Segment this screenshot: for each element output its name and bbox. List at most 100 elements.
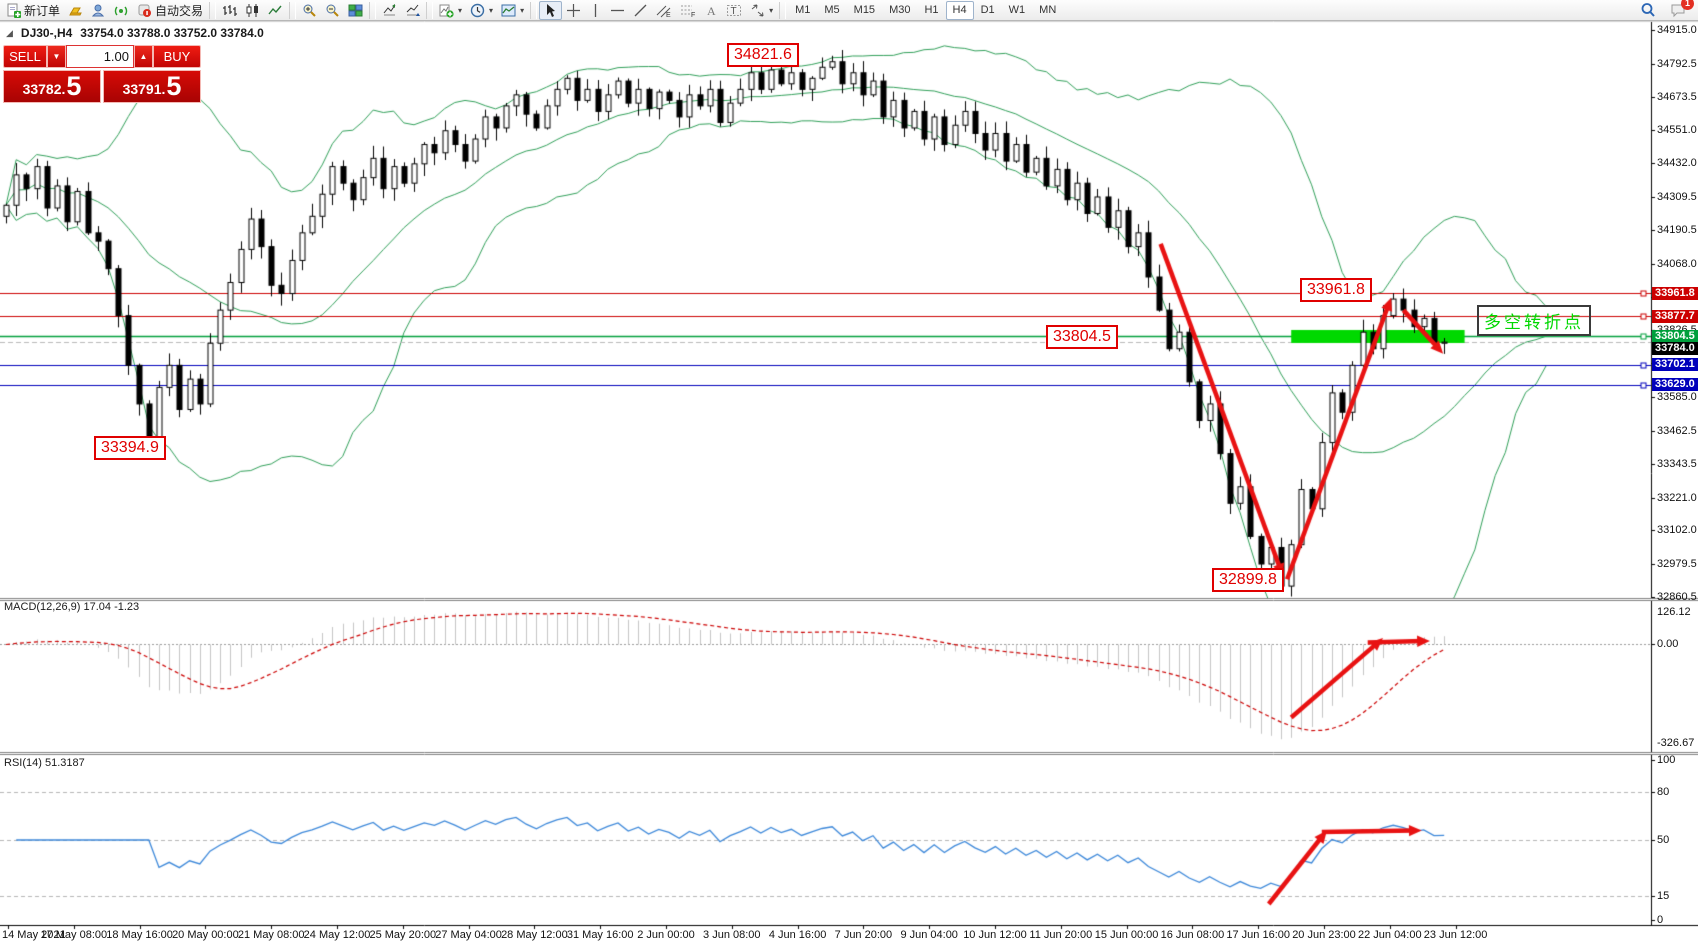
fibonacci-tool-button[interactable]: F [676,1,700,20]
price-axis-tick: 33102.0 [1657,524,1697,537]
vertical-line-tool-button[interactable] [585,1,606,20]
chart-symbol-icon: ◢ [6,27,13,38]
zoom-out-button[interactable] [321,1,344,20]
timeframe-w1-button[interactable]: W1 [1008,3,1026,16]
rsi-axis-tick: 15 [1657,890,1670,902]
time-axis-label: 2 Jun 00:00 [637,929,695,941]
time-axis-label: 28 May 12:00 [501,929,568,941]
crosshair-tool-button[interactable] [562,1,585,20]
volume-increase-button[interactable]: ▲ [134,45,153,68]
timeframe-mn-button[interactable]: MN [1039,3,1057,16]
buy-price-button[interactable]: 33791. 5 [103,70,201,103]
time-axis-label: 16 Jun 08:00 [1160,929,1225,941]
svg-text:E: E [666,12,671,18]
main-toolbar: 新订单 自动交易 [0,0,1698,21]
accounts-button[interactable] [87,1,110,20]
volume-decrease-button[interactable]: ▼ [47,45,66,68]
horizontal-line-tool-button[interactable] [606,1,629,20]
one-click-trade-panel: SELL ▼ ▲ BUY 33782. 5 33791. 5 [3,45,201,103]
price-line-badge: 33784.0 [1652,341,1698,355]
timeframe-m1-button[interactable]: M1 [795,3,811,16]
time-axis-label: 18 May 16:00 [106,929,173,941]
time-axis-label: 15 Jun 00:00 [1094,929,1159,941]
channel-tool-button[interactable]: E [652,1,676,20]
line-chart-button[interactable] [264,1,287,20]
caret-down-icon: ▼ [52,52,61,61]
macd-label: MACD(12,26,9) [4,601,81,613]
price-axis-tick: 34309.5 [1657,191,1697,204]
rsi-axis-tick: 50 [1657,834,1670,846]
rsi-label: RSI(14) [4,757,42,769]
notifications-button[interactable]: 1 [1666,0,1694,20]
label-tool-button[interactable]: T [722,1,746,20]
volume-input[interactable] [66,45,134,68]
time-axis-label: 17 May 08:00 [40,929,108,941]
timeframe-h4-button[interactable]: H4 [945,0,974,20]
rsi-axis-tick: 80 [1657,786,1670,798]
market-watch-button[interactable] [64,1,87,20]
time-axis-label: 14 May 2021 [2,929,66,941]
new-order-icon [6,3,21,18]
new-order-label: 新订单 [24,3,61,18]
macd-values: 17.04 -1.23 [83,601,140,613]
template-button[interactable]: ▾ [497,1,528,20]
price-level-annotation[interactable]: 32899.8 [1212,568,1284,592]
timeframe-m15-button[interactable]: M15 [853,3,876,16]
rsi-axis-tick: 0 [1657,914,1664,926]
zoom-in-button[interactable] [298,1,321,20]
time-axis-label: 25 May 20:00 [369,929,437,941]
sell-price-big-digit: 5 [66,71,82,101]
timeframe-m5-button[interactable]: M5 [824,3,840,16]
toolbar-separator [369,1,377,19]
buy-button[interactable]: BUY [153,45,201,68]
text-icon: A [704,3,718,18]
new-order-button[interactable]: 新订单 [2,1,64,20]
sell-price-button[interactable]: 33782. 5 [3,70,101,103]
bar-chart-button[interactable] [218,1,241,20]
price-axis-tick: 33343.5 [1657,457,1697,470]
price-level-annotation[interactable]: 33961.8 [1300,278,1372,302]
cursor-tool-button[interactable] [539,0,563,20]
price-level-annotation[interactable]: 34821.6 [727,43,799,67]
macd-axis-max: 126.12 [1657,606,1691,618]
rsi-indicator-label: RSI(14) 51.3187 [4,757,85,769]
svg-text:A: A [707,4,716,18]
autotrade-button[interactable]: 自动交易 [133,1,207,20]
caret-up-icon: ▲ [139,52,148,61]
svg-text:T: T [731,6,737,17]
indicators-window-button[interactable] [378,1,401,20]
add-indicator-button[interactable]: ▾ [435,1,466,20]
toolbar-separator [289,1,297,19]
text-tool-button[interactable]: A [700,1,722,20]
candlestick-icon [245,3,260,18]
turning-point-annotation[interactable]: 多空转折点 [1477,305,1591,336]
price-axis-tick: 34551.0 [1657,124,1697,137]
price-level-annotation[interactable]: 33394.9 [94,436,166,460]
time-axis-label: 22 Jun 04:00 [1357,929,1422,941]
buy-price-main: 33791. [122,81,166,97]
arrows-tool-button[interactable]: ▾ [746,1,777,20]
bar-chart-icon [222,3,238,18]
tile-windows-button[interactable] [344,1,367,20]
timeframe-h1-button[interactable]: H1 [924,3,939,16]
sell-button[interactable]: SELL [3,45,47,68]
price-axis-tick: 33462.5 [1657,424,1697,437]
toolbar-separator [426,1,434,19]
data-window-button[interactable] [401,1,424,20]
tile-windows-icon [348,3,363,18]
price-level-annotation[interactable]: 33804.5 [1046,325,1118,349]
toolbar-separator [530,1,538,19]
candlestick-chart-button[interactable] [241,1,264,20]
cursor-icon [543,3,558,18]
time-axis-label: 24 May 12:00 [303,929,371,941]
autotrade-icon [137,3,152,18]
timeframe-m30-button[interactable]: M30 [889,3,911,16]
timeframe-d1-button[interactable]: D1 [980,3,995,16]
time-axis-label: 3 Jun 08:00 [703,929,761,941]
template-icon [501,3,516,18]
search-button[interactable] [1636,1,1660,20]
trendline-tool-button[interactable] [629,1,652,20]
period-button[interactable]: ▾ [466,1,497,20]
signals-button[interactable] [110,1,133,20]
